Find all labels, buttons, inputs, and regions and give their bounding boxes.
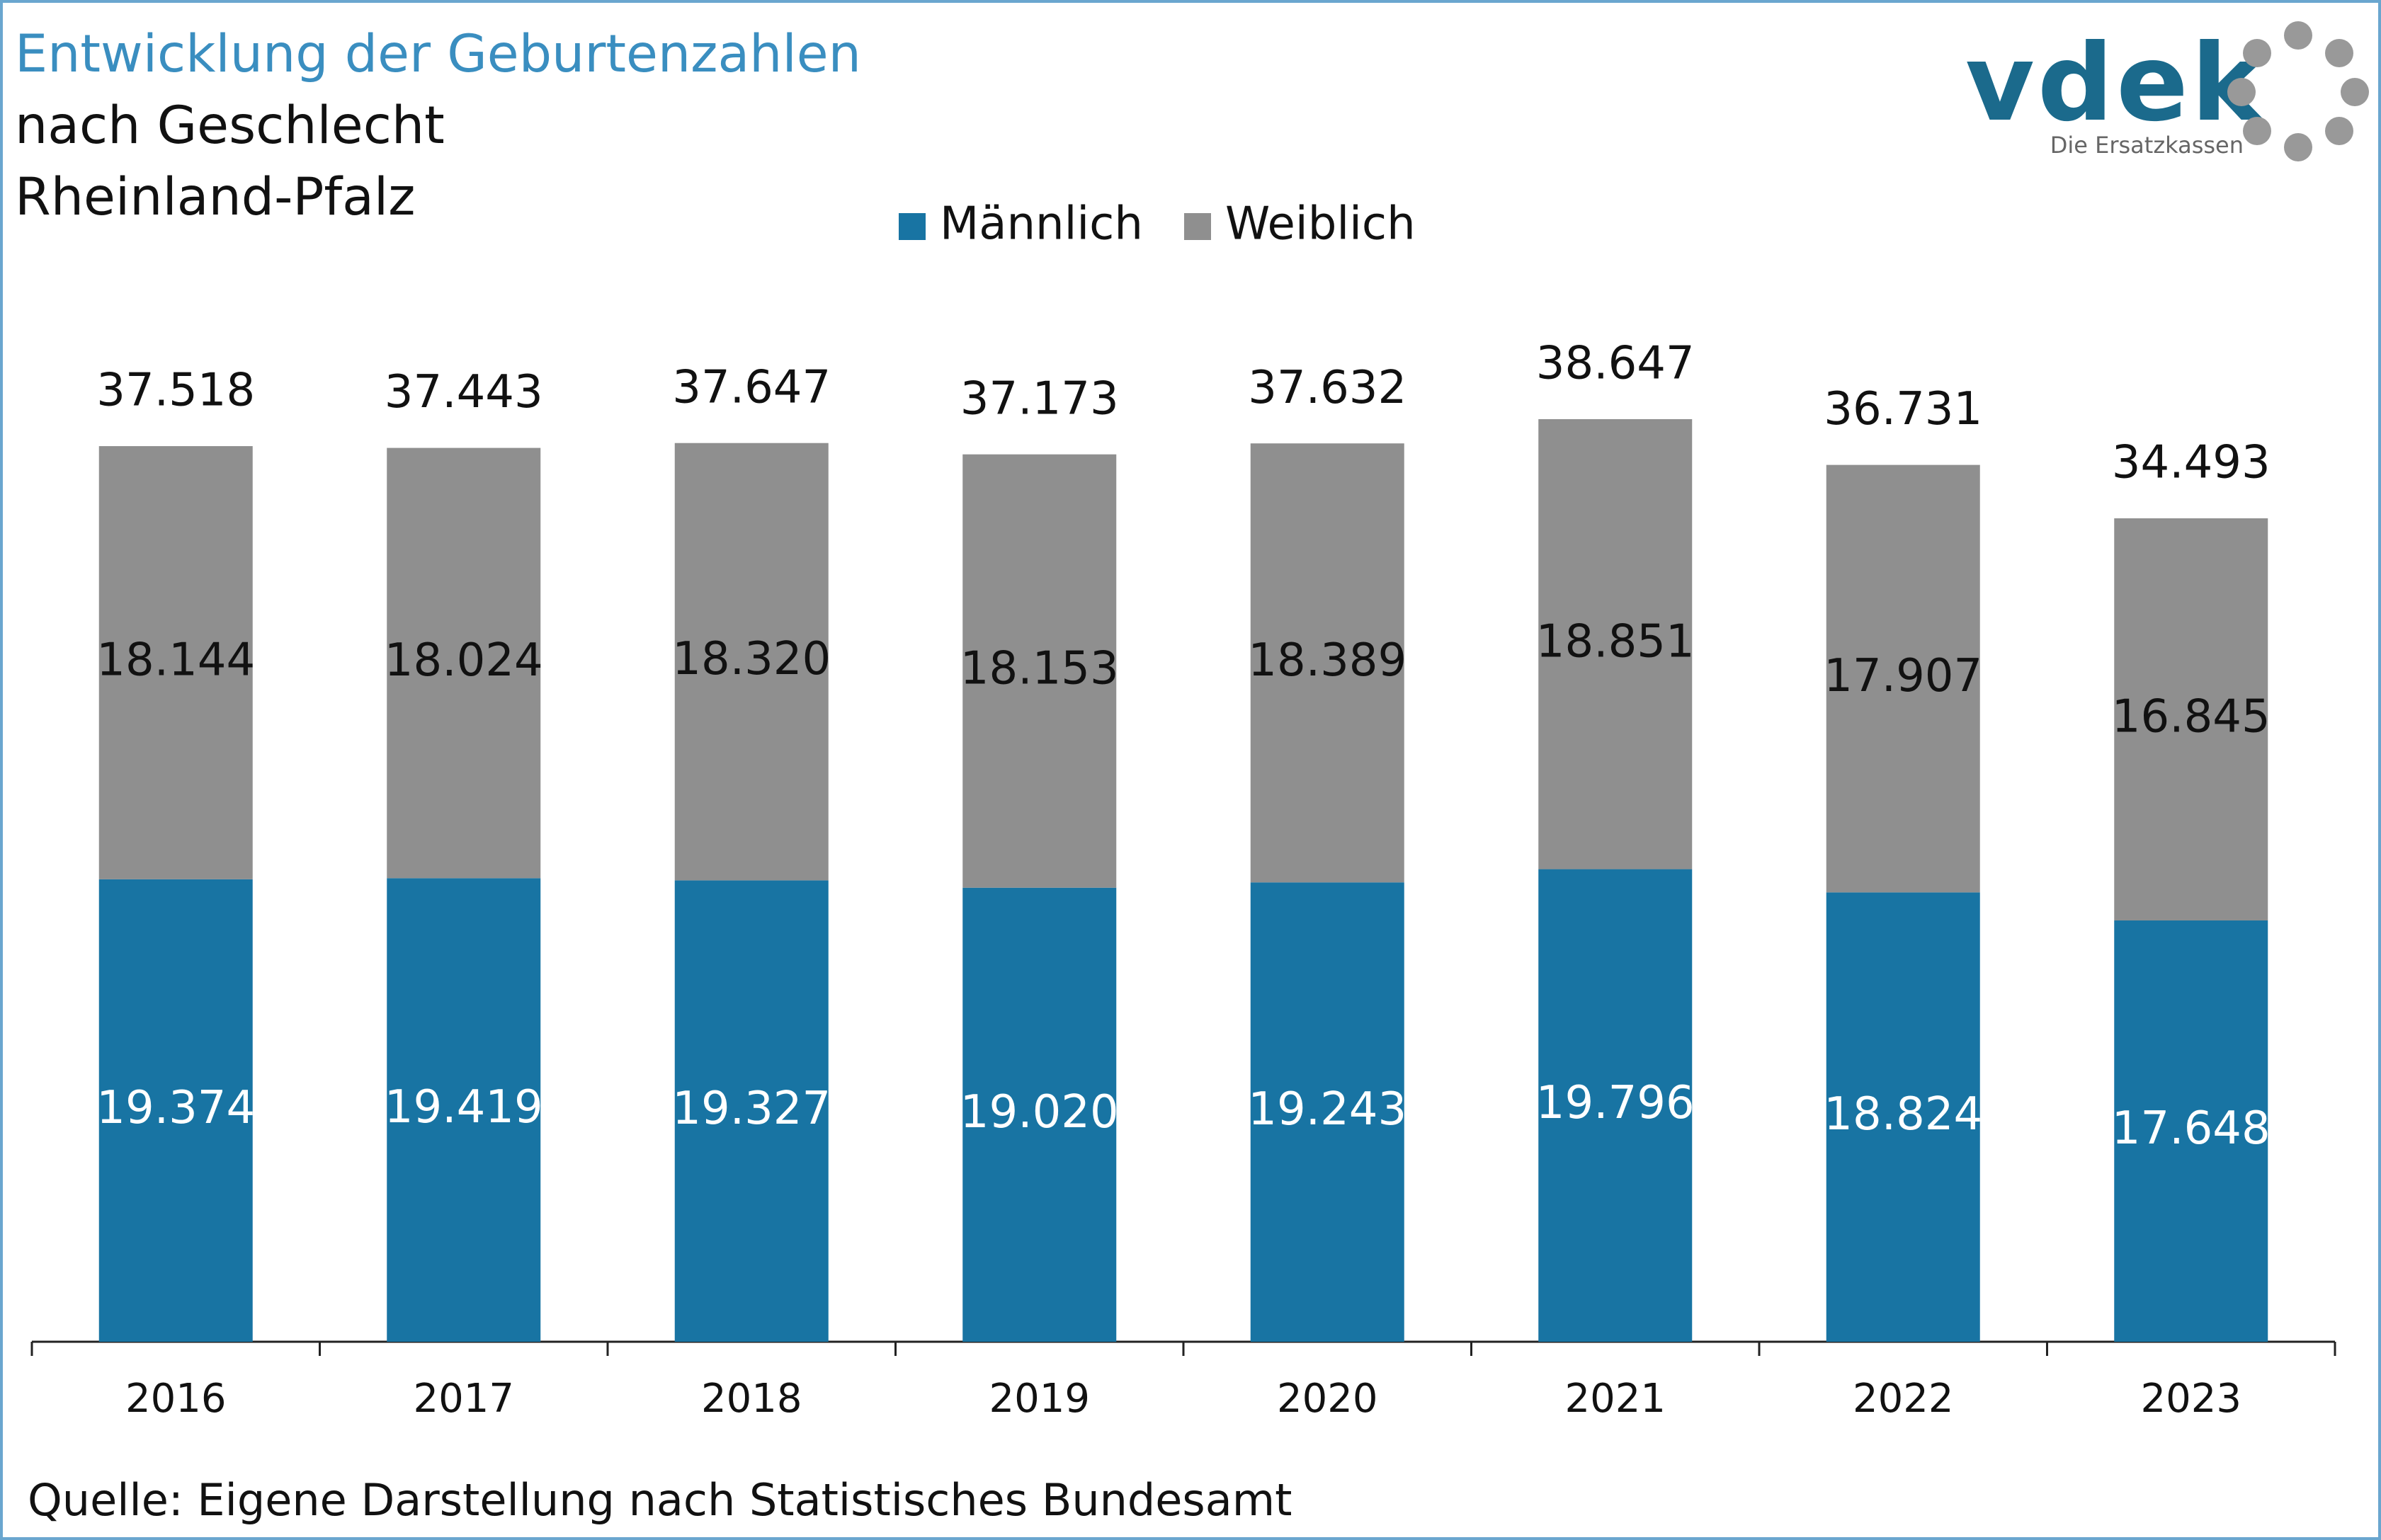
x-tick-label: 2020 xyxy=(1277,1376,1378,1422)
data-label: 18.153 xyxy=(960,642,1119,695)
legend-swatch xyxy=(899,213,926,240)
bar-segment xyxy=(1826,464,1980,893)
bar-segment xyxy=(1826,892,1980,1342)
total-label: 38.647 xyxy=(1536,338,1695,390)
data-label: 19.419 xyxy=(385,1081,543,1134)
bar-segment xyxy=(387,447,541,879)
data-label: 19.020 xyxy=(960,1086,1119,1139)
data-label: 18.024 xyxy=(385,634,543,687)
data-label: 18.851 xyxy=(1536,615,1695,668)
data-label: 19.327 xyxy=(672,1083,831,1135)
logo-ring xyxy=(2227,21,2369,161)
logo-tagline: Die Ersatzkassen xyxy=(2050,132,2244,159)
data-label: 18.320 xyxy=(672,633,831,685)
bar-segment xyxy=(962,887,1117,1342)
x-tick-label: 2021 xyxy=(1564,1376,1666,1422)
data-label: 16.845 xyxy=(2112,691,2271,743)
bar-segment xyxy=(674,880,829,1342)
total-label: 37.173 xyxy=(960,372,1119,425)
bar-segment xyxy=(387,878,541,1342)
data-label: 17.648 xyxy=(2112,1102,2271,1155)
chart-title: Entwicklung der Geburtenzahlen xyxy=(15,24,861,84)
x-tick-label: 2023 xyxy=(2140,1376,2241,1422)
data-label: 17.907 xyxy=(1824,650,1982,702)
bar-segment xyxy=(2114,920,2268,1342)
x-tick-label: 2017 xyxy=(413,1376,514,1422)
bar-segment xyxy=(674,443,829,881)
legend-swatch xyxy=(1184,213,1211,240)
bar-segment xyxy=(1250,882,1404,1342)
total-label: 34.493 xyxy=(2112,437,2271,489)
bar-segment xyxy=(98,879,253,1342)
x-tick-label: 2018 xyxy=(701,1376,802,1422)
chart-subtitle: Rheinland-Pfalz xyxy=(15,167,415,227)
logo-text: vdek xyxy=(1965,22,2265,145)
x-tick-label: 2019 xyxy=(989,1376,1090,1422)
total-label: 36.731 xyxy=(1824,383,1982,435)
data-label: 18.824 xyxy=(1824,1088,1982,1141)
data-label: 19.243 xyxy=(1248,1083,1407,1136)
logo: vdek Die Ersatzkassen xyxy=(1965,21,2369,161)
bar-segment xyxy=(2114,518,2268,920)
total-label: 37.443 xyxy=(385,366,543,418)
x-tick-label: 2022 xyxy=(1853,1376,1954,1422)
bar-segment xyxy=(1250,443,1404,883)
source-note: Quelle: Eigene Darstellung nach Statisti… xyxy=(28,1474,1292,1526)
total-label: 37.632 xyxy=(1248,362,1407,414)
data-label: 19.374 xyxy=(96,1082,255,1134)
bar-segment xyxy=(98,446,253,879)
chart-subtitle: nach Geschlecht xyxy=(15,96,445,156)
total-label: 37.518 xyxy=(96,365,255,417)
bar-segment xyxy=(962,454,1117,888)
legend-label: Weiblich xyxy=(1225,198,1416,251)
x-tick-label: 2016 xyxy=(125,1376,227,1422)
data-label: 18.389 xyxy=(1248,634,1407,687)
legend-label: Männlich xyxy=(940,198,1143,251)
bar-segment xyxy=(1538,419,1693,869)
bar-segment xyxy=(1538,869,1693,1342)
total-label: 37.647 xyxy=(672,361,831,413)
data-label: 18.144 xyxy=(96,634,255,687)
data-label: 19.796 xyxy=(1536,1077,1695,1129)
